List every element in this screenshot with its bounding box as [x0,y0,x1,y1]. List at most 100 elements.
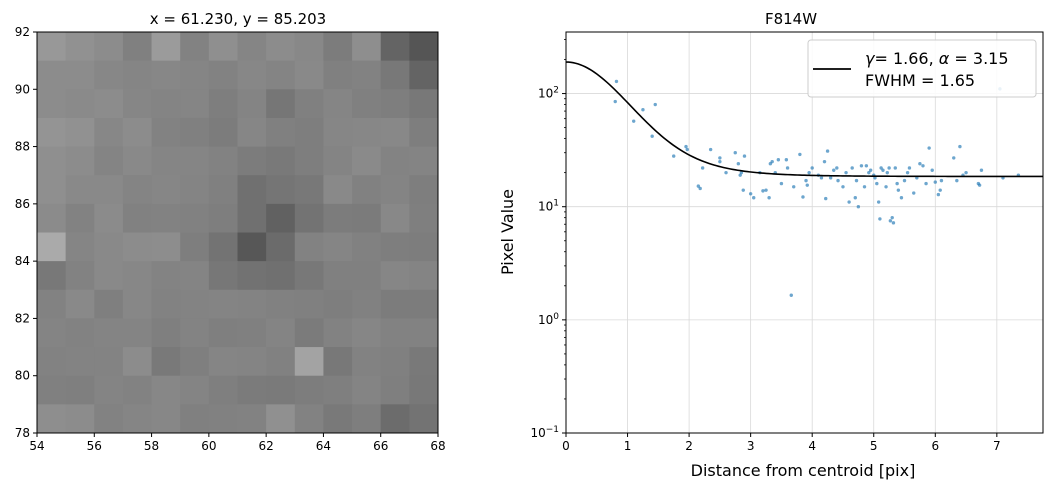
data-point [741,188,745,192]
pixel-cell [323,60,353,90]
pixel-cell [65,146,95,176]
pixel-cell [237,60,267,90]
pixel-cell [65,289,95,319]
pixel-cell [294,146,324,176]
data-point [696,184,701,188]
pixel-cell [151,175,181,205]
pixel-cell [180,318,210,348]
pixel-cell [380,146,410,176]
pixel-cell [151,261,181,291]
pixel-cell [294,117,324,148]
data-point [801,195,805,199]
pixel-cell [65,404,95,434]
pixel-cell [380,404,410,434]
legend: γ= 1.66, α = 3.15 FWHM = 1.65 [807,39,1037,98]
pixel-cell [352,375,382,405]
pixel-cell [380,289,410,319]
pixel-cell [151,146,181,176]
pixel-cell [380,175,410,205]
data-point [884,185,888,189]
data-point [764,188,768,192]
pixel-cell [37,32,67,62]
pixel-cell [380,232,410,262]
pixel-cell [380,375,410,405]
pixel-cell [266,203,296,233]
pixel-cell [208,232,238,262]
pixel-cell [94,32,124,62]
data-point [685,147,689,152]
pixel-cell [65,175,95,205]
pixel-cell [352,232,382,262]
pixel-cell [352,146,382,176]
pixel-cell [37,232,67,262]
pixel-cell [208,375,238,405]
pixel-cell [208,404,238,434]
pixel-cell [208,146,238,176]
pixel-cell [409,404,439,434]
data-point [875,181,879,186]
x-tick-label: 1 [624,439,632,453]
pixel-cell [409,289,439,319]
pixel-cell [409,232,439,262]
pixel-cell [208,261,238,291]
data-point [672,154,676,158]
pixel-cell [237,347,267,377]
x-tick-label: 4 [808,439,816,453]
pixel-cell [37,261,67,291]
x-tick-label: 6 [931,439,939,453]
pixel-cell [180,375,210,405]
pixel-cell [151,232,181,262]
pixel-cell [180,60,210,90]
data-point [836,178,840,183]
data-point [779,181,784,186]
pixel-cell [380,347,410,377]
data-point [933,180,937,184]
pixel-cell [409,318,439,348]
x-tick-label: 66 [373,439,388,453]
data-point [885,170,889,175]
pixel-cell [237,175,267,205]
y-tick-label: 82 [15,311,30,325]
data-point [979,168,984,172]
pixel-cell [151,203,181,233]
pixel-cell [323,347,353,377]
data-point [761,189,765,193]
y-tick-label: 86 [15,197,30,211]
pixel-cell [380,261,410,291]
pixel-cell [237,375,267,405]
pixel-cell [151,60,181,90]
pixel-cell [94,60,124,90]
pixel-cell [266,32,296,62]
pixel-cell [266,232,296,262]
profile-title: F814W [765,10,817,28]
pixel-cell [94,175,124,205]
x-tick-label: 3 [747,439,755,453]
radial-profile-panel: F814W 0 1 2 3 4 5 6 7 10−1 100 101 102 Distance fro… [498,10,1044,480]
pixel-cell [294,261,324,291]
pixel-cell [323,375,353,405]
y-tick-label: 78 [15,426,30,440]
pixel-cell [323,261,353,291]
data-point [824,196,828,201]
pixel-cell [352,289,382,319]
x-axis-label: Distance from centroid [pix] [691,461,916,480]
data-point [698,186,702,191]
data-point [736,161,741,166]
pixel-cell [323,32,353,62]
pixel-cell [237,146,267,176]
pixel-cell [294,203,324,233]
data-point [896,188,901,192]
pixel-cell [180,203,210,233]
pixel-cell [323,203,353,233]
pixel-cell [208,347,238,377]
data-point [899,196,904,200]
data-point [921,164,925,168]
pixel-cell [409,375,439,405]
pixel-cell [65,89,95,119]
pixel-cell [380,318,410,348]
data-point [868,168,873,172]
pixel-cell [208,117,238,148]
pixel-cell [151,32,181,62]
pixel-cell [352,89,382,119]
pixel-cell [237,318,267,348]
